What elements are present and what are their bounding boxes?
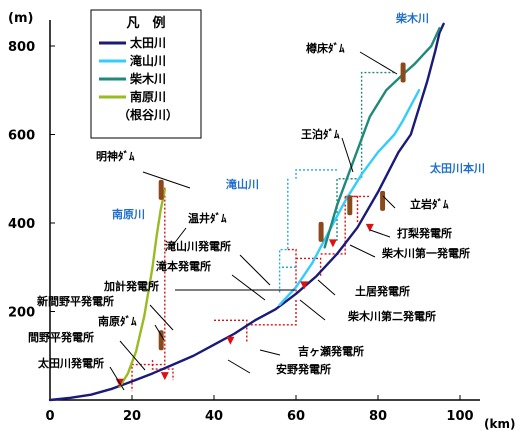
annotation-leader: [142, 171, 191, 189]
waterway-leader: [151, 360, 174, 381]
station-arrow: [365, 223, 374, 232]
annotation-label: 樽床ﾀﾞﾑ: [306, 41, 345, 55]
series-group: [48, 22, 445, 402]
dam-marker: [380, 190, 386, 211]
waterway-leader: [131, 187, 166, 392]
waterway-leader: [246, 298, 297, 326]
waterway-leader: [287, 248, 297, 294]
legend-label: 南原川: [130, 89, 166, 104]
x-tick-label: 20: [123, 409, 141, 424]
annotation-label: 安野発電所: [276, 362, 331, 376]
station-arrow: [300, 281, 309, 290]
annotation-leader: [227, 359, 251, 374]
station-arrow: [160, 372, 169, 381]
y-tick-label: 600: [8, 129, 35, 144]
markers-group: [115, 62, 406, 387]
annotation-leader: [231, 274, 266, 301]
dam-marker: [400, 62, 406, 83]
x-tick-label: 0: [45, 409, 54, 424]
legend-title: 凡 例: [126, 15, 165, 31]
annotation-leader: [149, 304, 174, 331]
ticks-group: 0 20 40 60 80 100 200 400 600 800: [8, 40, 474, 424]
waterway-leader: [336, 71, 395, 241]
dam-marker: [158, 330, 164, 351]
series-line: [278, 89, 421, 307]
x-tick-label: 40: [205, 409, 223, 424]
annotation-label: 南原ﾀﾞﾑ: [98, 314, 137, 328]
waterway-leader: [320, 195, 370, 255]
legend-label: 柴木川: [129, 71, 166, 86]
dam-marker: [158, 179, 164, 200]
y-tick-label: 200: [8, 306, 35, 321]
legend-label: （根谷川）: [118, 107, 178, 122]
annotation-leader: [172, 227, 187, 246]
annotation-leader: [239, 254, 271, 286]
x-tick-label: 60: [287, 409, 305, 424]
annotation-label: 太田川発電所: [37, 356, 104, 370]
annotation-label: 土居発電所: [355, 284, 410, 298]
x-tick-label: 100: [446, 409, 473, 424]
series-line: [323, 27, 441, 249]
legend-label: 滝山川: [130, 53, 166, 68]
annotation-label: 太田川本川: [429, 161, 485, 175]
annotation-leader: [154, 324, 165, 341]
legend-label: 太田川: [130, 35, 166, 50]
annotation-leader: [369, 229, 391, 238]
x-tick-label: 80: [369, 409, 387, 424]
y-tick-label: 400: [8, 217, 35, 232]
annotation-leader: [349, 244, 376, 258]
annotation-label: 柴木川: [395, 11, 429, 25]
annotation-label: 明神ﾀﾞﾑ: [96, 149, 135, 163]
annotation-leader: [109, 366, 125, 391]
annotation-label: 王泊ﾀﾞﾑ: [301, 127, 340, 141]
waterway-leader: [214, 319, 248, 343]
annotation-leader: [259, 349, 281, 356]
annotation-label: 立岩ﾀﾞﾑ: [410, 197, 449, 211]
annotation-leader: [341, 137, 354, 173]
station-arrow: [226, 336, 235, 345]
y-axis-unit: (m): [8, 11, 33, 26]
annotation-label: 新間野平発電所: [37, 294, 114, 308]
waterway-leader: [295, 169, 337, 179]
annotation-label: 間野平発電所: [28, 330, 94, 344]
annotation-label: 打梨発電所: [397, 226, 452, 240]
annotation-leader: [359, 51, 398, 75]
annotation-leader: [382, 195, 396, 209]
annotation-label: 加計発電所: [103, 279, 159, 293]
annotation-label: 温井ﾀﾞﾑ: [188, 211, 227, 225]
annotation-leader: [317, 279, 336, 296]
annotation-label: 柴木川第一発電所: [381, 246, 470, 260]
y-tick-label: 800: [8, 40, 35, 55]
annotation-leader: [299, 299, 326, 321]
annotation-label: 滝山川発電所: [165, 239, 231, 253]
annotation-label: 吉ヶ瀬発電所: [298, 344, 364, 358]
annotation-label: 滝山川: [226, 177, 259, 191]
annotation-label: 南原川: [112, 207, 145, 221]
legend-box: [90, 9, 202, 139]
annotation-leader: [119, 340, 146, 371]
station-arrow: [328, 239, 337, 248]
series-line: [118, 188, 167, 388]
dam-marker: [347, 195, 353, 216]
waterway-leader: [278, 178, 289, 294]
dam-marker: [318, 221, 324, 242]
series-line: [48, 22, 445, 402]
annotation-label: 滝本発電所: [156, 259, 211, 273]
x-axis-unit: (km): [484, 417, 515, 431]
annotation-label: 柴木川第二発電所: [347, 309, 436, 323]
